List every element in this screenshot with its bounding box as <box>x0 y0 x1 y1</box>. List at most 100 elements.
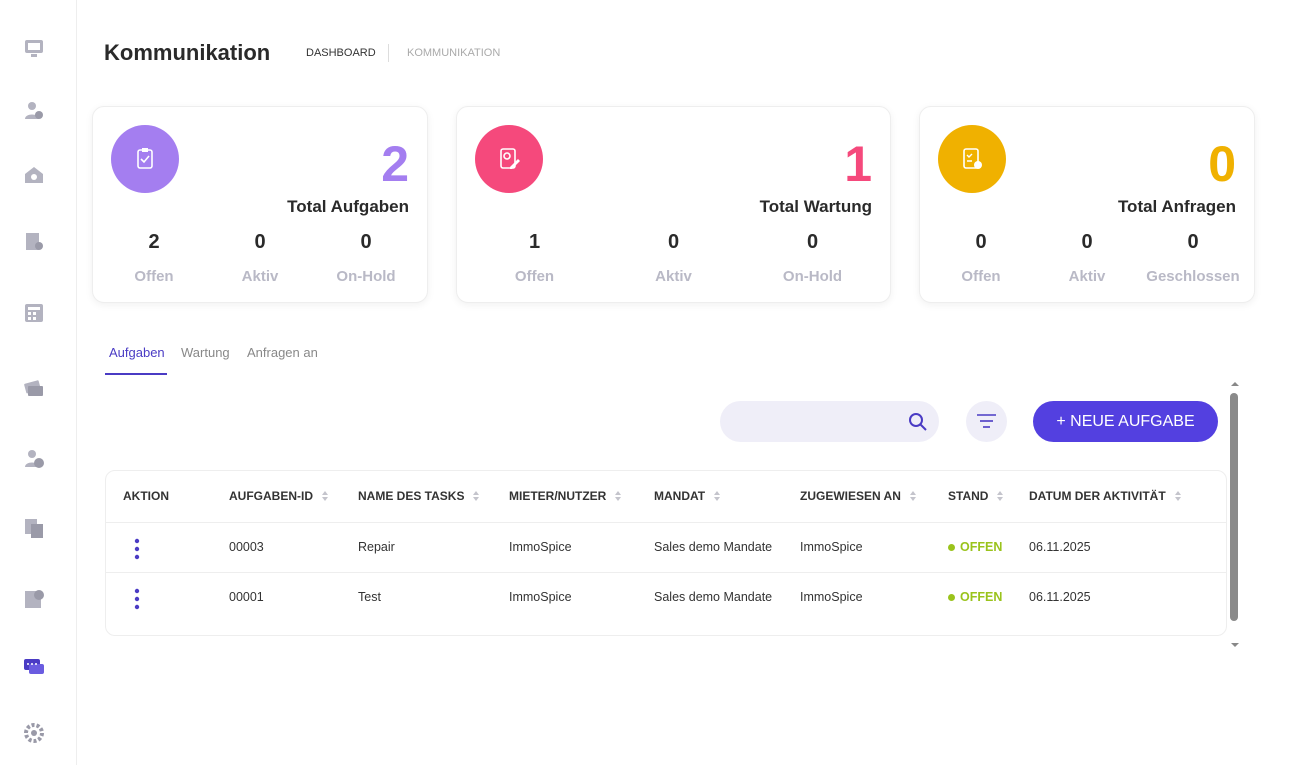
card-stats: 2 Offen 0 Aktiv 0 On-Hold <box>101 231 419 285</box>
cell: ImmoSpice <box>509 590 572 604</box>
stat-label: On-Hold <box>782 268 843 285</box>
stat: 1 Offen <box>465 231 604 285</box>
icon <box>963 148 982 169</box>
card-icon <box>111 125 179 193</box>
kebab-icon <box>134 588 140 610</box>
nav-icon[interactable] <box>23 377 45 399</box>
filter-button[interactable] <box>966 401 1007 442</box>
stat-card: 0 Total Anfragen 0 Offen 0 Aktiv 0 Geschlossen <box>919 106 1255 303</box>
sort-icon[interactable] <box>1174 490 1182 502</box>
action-menu[interactable] <box>134 588 140 615</box>
status-badge: OFFEN <box>948 590 1002 604</box>
column-header[interactable]: ZUGEWIESEN AN <box>800 489 917 503</box>
column-title: NAME DES TASKS <box>358 489 465 503</box>
kebab-icon <box>134 538 140 560</box>
cell: Repair <box>358 540 395 554</box>
sort-icon[interactable] <box>614 490 622 502</box>
card-icon <box>938 125 1006 193</box>
stat-value: 2 <box>148 231 160 253</box>
card-stats: 0 Offen 0 Aktiv 0 Geschlossen <box>928 231 1246 285</box>
tab-underline <box>105 373 167 375</box>
column-title: AUFGABEN-ID <box>229 489 313 503</box>
scrollbar-thumb[interactable] <box>1230 393 1238 621</box>
column-header[interactable]: MIETER/NUTZER <box>509 489 622 503</box>
cell: Test <box>358 590 381 604</box>
stat-value: 0 <box>1187 231 1199 253</box>
stat: 2 Offen <box>101 231 207 285</box>
status-badge: OFFEN <box>948 540 1002 554</box>
column-header: AKTION <box>123 489 169 503</box>
scroll-up[interactable] <box>1230 380 1240 388</box>
cell: Sales demo Mandate <box>654 540 773 554</box>
stat: 0 Geschlossen <box>1140 231 1246 285</box>
stat-value: 0 <box>360 231 372 253</box>
stat-label: Offen <box>514 268 555 285</box>
cell: 00001 <box>229 590 264 604</box>
stat-label: Aktiv <box>655 268 692 285</box>
stat: 0 Aktiv <box>1034 231 1140 285</box>
column-title: DATUM DER AKTIVITÄT <box>1029 489 1166 503</box>
column-header[interactable]: AUFGABEN-ID <box>229 489 329 503</box>
stat-label: Offen <box>134 268 174 285</box>
icon <box>500 148 520 169</box>
nav-icon[interactable] <box>23 448 45 470</box>
nav-icon[interactable] <box>23 588 45 610</box>
card-stats: 1 Offen 0 Aktiv 0 On-Hold <box>465 231 882 285</box>
nav-icon[interactable] <box>23 517 45 539</box>
column-header[interactable]: STAND <box>948 489 1004 503</box>
search-input[interactable] <box>720 401 939 442</box>
action-menu[interactable] <box>134 538 140 565</box>
nav-icon-active[interactable] <box>23 656 45 678</box>
stat: 0 On-Hold <box>743 231 882 285</box>
stat: 0 On-Hold <box>313 231 419 285</box>
cell: 06.11.2025 <box>1029 590 1091 604</box>
stat: 0 Aktiv <box>604 231 743 285</box>
cell: 00003 <box>229 540 264 554</box>
stat-label: Offen <box>961 268 1001 285</box>
nav-icon[interactable] <box>23 100 45 122</box>
stat: 0 Offen <box>928 231 1034 285</box>
sidebar <box>0 0 77 765</box>
stat-value: 1 <box>528 231 541 253</box>
tab[interactable]: Wartung <box>181 345 230 360</box>
column-header[interactable]: MANDAT <box>654 489 721 503</box>
cell: Sales demo Mandate <box>654 590 773 604</box>
page-title: Kommunikation <box>104 40 271 65</box>
nav-icon[interactable] <box>23 231 45 253</box>
cell: ImmoSpice <box>800 540 863 554</box>
stat-value: 0 <box>975 231 987 253</box>
stat-card: 1 Total Wartung 1 Offen 0 Aktiv 0 On-Hold <box>456 106 891 303</box>
stat-value: 0 <box>1081 231 1093 253</box>
stat-value: 0 <box>806 231 819 253</box>
sort-icon[interactable] <box>909 490 917 502</box>
scroll-down[interactable] <box>1230 641 1240 649</box>
sort-icon[interactable] <box>996 490 1004 502</box>
divider <box>388 44 389 62</box>
table: AKTION AUFGABEN-ID NAME DES TASKS MIETER/NU… <box>105 470 1227 636</box>
stat-label: Aktiv <box>241 268 279 285</box>
filter-icon <box>977 414 996 428</box>
column-header[interactable]: DATUM DER AKTIVITÄT <box>1029 489 1182 503</box>
icon <box>137 148 153 169</box>
column-title: AKTION <box>123 489 169 503</box>
tab[interactable]: Anfragen an <box>247 345 318 360</box>
table-row: 00003 Repair ImmoSpice Sales demo Mandate Im… <box>106 522 1226 572</box>
breadcrumb-link[interactable]: DASHBOARD <box>306 47 376 59</box>
new-task-button[interactable]: + NEUE AUFGABE <box>1033 401 1218 442</box>
tab-active[interactable]: Aufgaben <box>109 345 165 360</box>
nav-icon[interactable] <box>23 722 45 744</box>
sort-icon[interactable] <box>472 490 480 502</box>
sort-icon[interactable] <box>713 490 721 502</box>
nav-icon[interactable] <box>23 164 45 186</box>
card-icon <box>475 125 543 193</box>
search-icon <box>909 413 927 431</box>
cell: ImmoSpice <box>509 540 572 554</box>
nav-icon[interactable] <box>23 302 45 324</box>
column-header[interactable]: NAME DES TASKS <box>358 489 480 503</box>
cell: 06.11.2025 <box>1029 540 1091 554</box>
column-title: MANDAT <box>654 489 706 503</box>
nav-icon[interactable] <box>23 37 45 59</box>
column-title: MIETER/NUTZER <box>509 489 607 503</box>
stat-label: Geschlossen <box>1146 268 1240 285</box>
sort-icon[interactable] <box>321 490 329 502</box>
